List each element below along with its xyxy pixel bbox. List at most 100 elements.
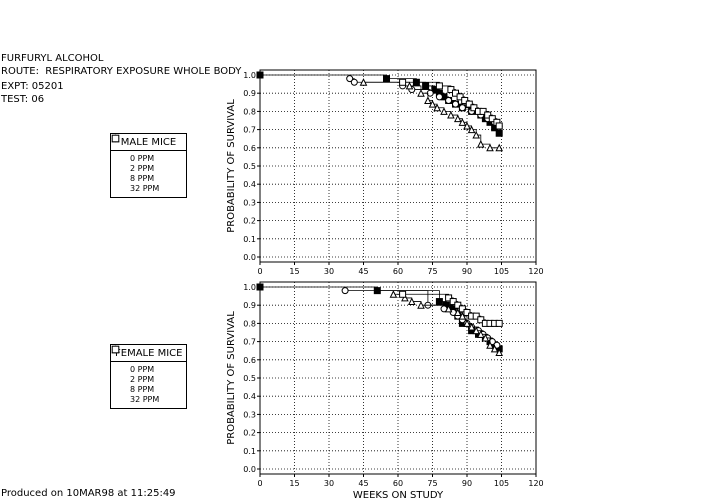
x-tick-label: 75 — [427, 267, 437, 276]
x-tick-label: 30 — [324, 479, 334, 488]
y-tick-label: 0.9 — [243, 89, 256, 98]
x-tick-label: 0 — [257, 479, 262, 488]
y-tick-label: 0.2 — [243, 429, 256, 438]
legend-label: 32 PPM — [130, 395, 160, 404]
data-point — [467, 322, 476, 331]
x-tick-label: 105 — [494, 267, 509, 276]
data-point — [463, 319, 471, 327]
data-point — [445, 294, 453, 302]
x-tick-label: 45 — [358, 479, 368, 488]
square-icon — [111, 134, 127, 193]
data-point — [452, 100, 459, 108]
data-point — [422, 82, 430, 90]
y-tick-label: 1.0 — [243, 71, 256, 80]
x-axis-label: WEEKS ON STUDY — [353, 490, 444, 501]
chart-panel-female: 0.0 0.1 0.2 0.3 0.4 0.5 0.6 0.7 0.8 0.9 1.0 0 15 30 45… — [226, 281, 544, 501]
series-8-ppm — [389, 290, 504, 357]
header-line-2: ROUTE: RESPIRATORY EXPOSURE WHOLE BODY — [1, 66, 242, 77]
data-point — [472, 326, 481, 335]
data-point — [495, 129, 503, 137]
x-tick-label: 120 — [528, 267, 543, 276]
data-point — [467, 125, 476, 134]
data-point — [472, 312, 480, 320]
data-point — [445, 96, 453, 104]
data-point — [447, 110, 455, 119]
data-point — [461, 96, 469, 104]
series-32-ppm — [399, 290, 503, 327]
x-tick-label: 15 — [289, 267, 299, 276]
data-point — [452, 89, 459, 97]
data-point — [481, 333, 490, 342]
square-icon — [111, 345, 127, 404]
data-point — [401, 293, 409, 302]
data-point — [407, 297, 416, 306]
y-tick-label: 0.9 — [243, 301, 256, 310]
legend-item: 32 PPM — [111, 134, 186, 194]
y-tick-label: 0.8 — [243, 107, 256, 116]
legend-label: 8 PPM — [130, 174, 155, 183]
x-tick-label: 90 — [462, 479, 472, 488]
data-point — [359, 78, 368, 86]
data-point — [486, 143, 494, 152]
y-tick-label: 0.3 — [243, 198, 256, 207]
data-point — [458, 104, 466, 112]
header-line-3: EXPT: 05201 — [1, 81, 64, 92]
legend-label: 2 PPM — [130, 164, 155, 173]
y-tick-label: 0.0 — [243, 465, 256, 474]
y-tick-label: 0.6 — [243, 356, 256, 365]
data-point — [454, 301, 462, 309]
y-tick-label: 0.4 — [243, 392, 256, 401]
data-point — [479, 107, 487, 115]
data-point — [341, 287, 349, 295]
x-tick-label: 120 — [528, 479, 543, 488]
data-point — [428, 100, 437, 108]
data-point — [435, 93, 443, 101]
y-tick-label: 0.2 — [243, 217, 256, 226]
data-point — [486, 341, 494, 349]
data-point — [399, 290, 407, 298]
data-point — [495, 122, 503, 130]
data-point — [488, 115, 496, 123]
y-tick-label: 0.6 — [243, 144, 256, 153]
y-tick-label: 0.7 — [243, 338, 256, 347]
y-tick-label: 0.8 — [243, 319, 256, 328]
header-line-1: FURFURYL ALCOHOL — [1, 53, 104, 64]
x-tick-label: 105 — [494, 479, 509, 488]
data-point — [433, 103, 441, 112]
data-point — [495, 143, 504, 152]
chart-panel-male: 0.0 0.1 0.2 0.3 0.4 0.5 0.6 0.7 0.8 0.9 1.0 0 15 30 45… — [226, 69, 544, 276]
data-point — [458, 305, 466, 313]
series-32-ppm — [399, 78, 503, 130]
series-8-ppm — [359, 78, 504, 152]
legend-label: 2 PPM — [130, 375, 155, 384]
data-point — [476, 330, 485, 338]
x-tick-label: 15 — [289, 479, 299, 488]
data-point — [256, 283, 264, 291]
x-tick-label: 0 — [257, 267, 262, 276]
x-tick-label: 30 — [324, 267, 334, 276]
data-point — [424, 96, 432, 104]
x-tick-label: 45 — [358, 267, 368, 276]
data-point — [405, 81, 414, 90]
data-point — [440, 107, 448, 115]
data-point — [476, 140, 485, 148]
y-tick-label: 0.7 — [243, 126, 256, 135]
data-point — [417, 89, 425, 97]
data-point — [458, 118, 467, 126]
data-point — [256, 71, 264, 79]
data-point — [495, 319, 503, 327]
data-point — [453, 308, 462, 316]
data-point — [456, 93, 464, 101]
legend-label: 0 PPM — [130, 365, 155, 374]
data-point — [350, 78, 358, 86]
data-point — [458, 312, 467, 320]
y-axis-label: PROBABILITY OF SURVIVAL — [226, 99, 237, 233]
legend-male: MALE MICE 0 PPM 2 PPM 8 PPM 32 PPM — [110, 133, 187, 198]
data-point — [490, 344, 499, 353]
y-tick-label: 0.1 — [243, 447, 256, 456]
data-point — [399, 78, 407, 86]
legend-label: 32 PPM — [130, 184, 160, 193]
y-tick-label: 1.0 — [243, 283, 256, 292]
data-point — [477, 316, 485, 324]
